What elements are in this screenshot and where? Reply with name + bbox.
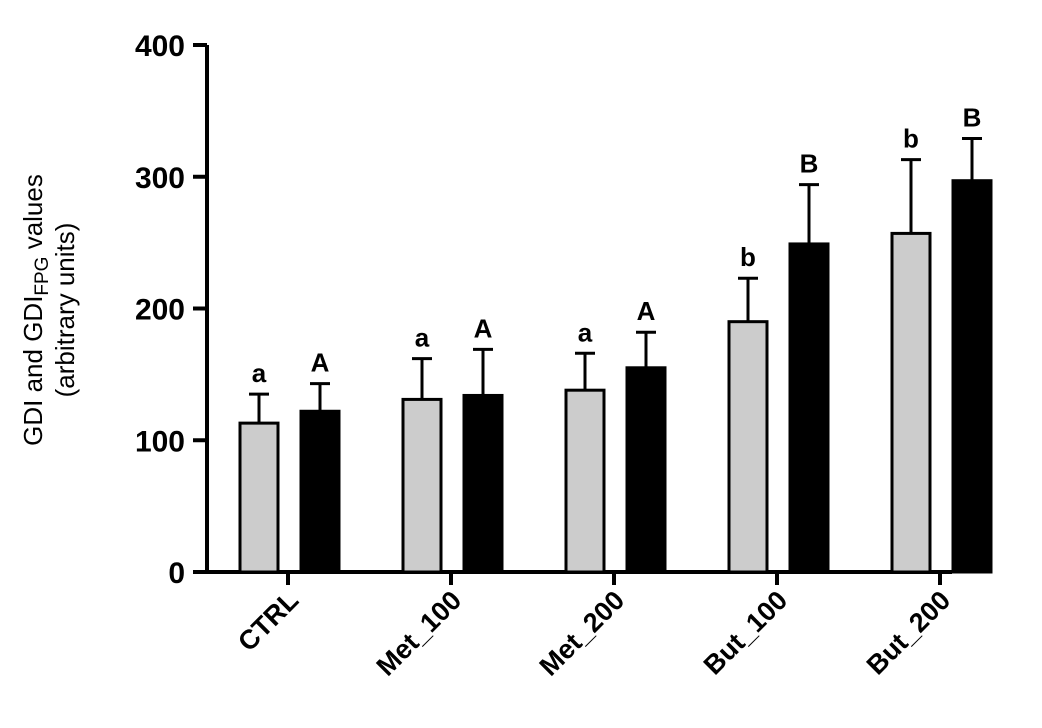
y-tick-label: 0 <box>168 557 185 590</box>
bar <box>238 421 280 574</box>
y-tick-label: 200 <box>135 294 185 327</box>
significance-letter: B <box>963 103 982 133</box>
x-tick-label: But_100 <box>698 585 793 680</box>
significance-letter: B <box>800 149 819 179</box>
y-tick-label: 300 <box>135 162 185 195</box>
x-tick-label: Met_200 <box>534 585 631 682</box>
significance-letter: A <box>474 313 493 343</box>
bar <box>462 393 504 574</box>
y-tick-label: 400 <box>135 30 185 63</box>
significance-letter: a <box>578 317 593 347</box>
significance-letter: b <box>903 124 919 154</box>
bar <box>401 397 443 574</box>
bar <box>564 388 606 574</box>
significance-letter: b <box>740 242 756 272</box>
bar <box>890 231 932 574</box>
y-axis-label-line1: GDI and GDIFPG values <box>18 174 53 446</box>
bar <box>299 409 341 574</box>
x-tick-label: But_200 <box>861 585 956 680</box>
x-tick-label: CTRL <box>232 585 304 657</box>
y-axis-label: GDI and GDIFPG values (arbitrary units) <box>18 174 80 446</box>
y-axis-label-line2: (arbitrary units) <box>50 223 80 398</box>
x-tick-label: Met_100 <box>371 585 468 682</box>
y-tick-label: 100 <box>135 425 185 458</box>
bar <box>788 242 830 574</box>
significance-letter: A <box>637 296 656 326</box>
significance-letter: A <box>311 348 330 378</box>
bar <box>625 366 667 574</box>
bar <box>951 179 993 574</box>
significance-letter: a <box>415 323 430 353</box>
bar <box>727 320 769 574</box>
significance-letter: a <box>252 358 267 388</box>
